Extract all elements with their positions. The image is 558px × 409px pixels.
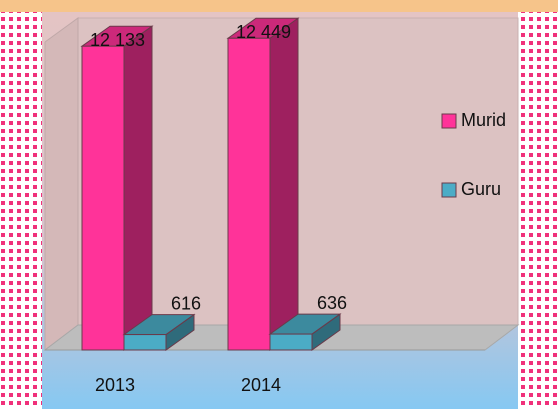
x-tick-label: 2014 — [241, 375, 281, 395]
data-label: 616 — [171, 293, 201, 313]
bar — [80, 25, 154, 351]
legend-label: Murid — [461, 110, 506, 130]
bar-side — [123, 25, 153, 351]
bar — [226, 17, 300, 351]
legend-swatch — [441, 113, 457, 129]
top-band — [0, 0, 558, 12]
bar-front — [227, 37, 271, 351]
x-tick-label: 2013 — [95, 375, 135, 395]
data-label: 12 449 — [236, 22, 291, 42]
legend-swatch — [441, 182, 457, 198]
bar — [122, 313, 196, 351]
data-label: 12 133 — [90, 30, 145, 50]
bar-front — [269, 333, 313, 351]
bar-front — [123, 334, 167, 351]
side-wall — [44, 17, 79, 352]
data-label: 636 — [317, 293, 347, 313]
bar-side — [269, 17, 299, 351]
legend-label: Guru — [461, 179, 501, 199]
bar — [268, 313, 342, 351]
bar-front — [81, 45, 125, 351]
